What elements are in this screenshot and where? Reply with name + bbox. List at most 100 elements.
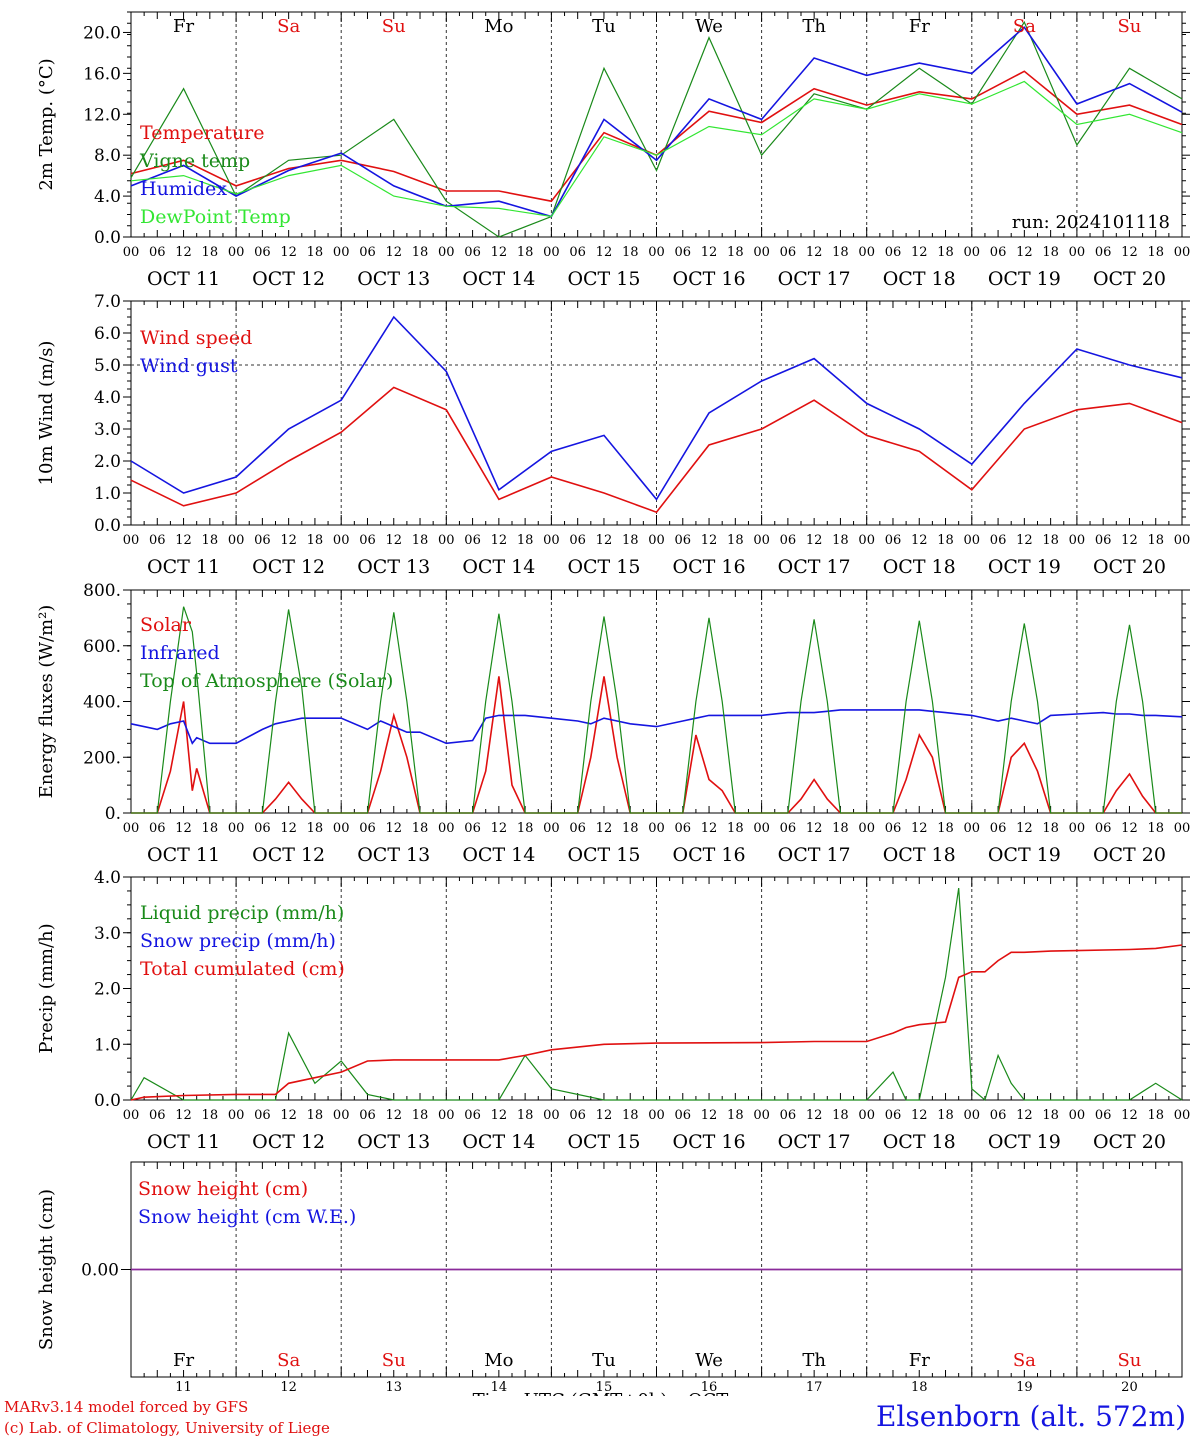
date-label: OCT 18: [883, 1131, 956, 1153]
day-number: 19: [1016, 1380, 1033, 1395]
hour-tick-label: 18: [202, 1108, 219, 1123]
hour-tick-label: 12: [806, 533, 823, 548]
hour-tick-label: 18: [622, 533, 639, 548]
panel-4: 0.0 1.0 2.0 3.0 4.0 Precip (mm/h) Liquid preci…: [36, 868, 1190, 1153]
date-label: OCT 11: [147, 1131, 220, 1153]
y-tick-label: 2.0: [94, 452, 121, 472]
hour-tick-label: 06: [149, 821, 166, 836]
hour-tick-label: 06: [990, 1108, 1007, 1123]
legend-entry: Wind speed: [140, 327, 252, 349]
hour-tick-label: 00: [1069, 245, 1086, 260]
hour-tick-label: 12: [596, 245, 613, 260]
hour-tick-label: 00: [438, 533, 455, 548]
hour-tick-label: 06: [1095, 1108, 1112, 1123]
day-name: Sa: [1013, 1350, 1036, 1371]
series-line-red: [130, 944, 1183, 1101]
hour-tick-label: 06: [885, 533, 902, 548]
hour-tick-label: 18: [937, 533, 954, 548]
date-label: OCT 18: [883, 556, 956, 578]
meteogram: 0.0 4.0 8.0 12.0 16.0 20.0 2m Temp. (°C) Temper…: [36, 11, 1191, 1396]
hour-tick-label: 18: [937, 1108, 954, 1123]
hour-tick-label: 00: [123, 1108, 140, 1123]
hour-tick-label: 12: [1121, 245, 1138, 260]
hour-tick-label: 12: [806, 1108, 823, 1123]
x-axis-title: Time UTC (GMT+0h): [473, 1390, 668, 1396]
legend-entry: Top of Atmosphere (Solar): [140, 670, 393, 692]
hour-tick-label: 06: [569, 533, 586, 548]
hour-tick-label: 00: [333, 1108, 350, 1123]
hour-tick-label: 12: [385, 1108, 402, 1123]
date-label: OCT 19: [988, 844, 1061, 866]
hour-tick-label: 12: [175, 245, 192, 260]
y-tick-label: 6.0: [94, 324, 121, 344]
hour-tick-label: 06: [780, 245, 797, 260]
y-tick-label: 0.0: [94, 1091, 121, 1111]
legend-entry: DewPoint Temp: [140, 206, 291, 228]
day-name: Tu: [592, 1350, 616, 1371]
hour-tick-label: 12: [701, 533, 718, 548]
hour-tick-label: 00: [1174, 533, 1191, 548]
hour-tick-label: 06: [464, 1108, 481, 1123]
hour-tick-label: 12: [1016, 821, 1033, 836]
hour-tick-label: 00: [753, 245, 770, 260]
hour-tick-label: 06: [254, 1108, 271, 1123]
hour-tick-label: 18: [412, 533, 429, 548]
date-label: OCT 12: [252, 844, 325, 866]
hour-tick-label: 18: [202, 245, 219, 260]
hour-tick-label: 06: [885, 245, 902, 260]
date-label: OCT 12: [252, 1131, 325, 1153]
hour-tick-label: 18: [202, 821, 219, 836]
day-name: Mo: [484, 1350, 513, 1371]
y-tick-label: 20.0: [83, 23, 121, 43]
date-label: OCT 18: [883, 268, 956, 290]
date-label: OCT 13: [357, 556, 430, 578]
panel-5: 0.00 Snow height (cm) Snow height (cm) Snow…: [36, 1161, 1183, 1396]
hour-tick-label: 18: [412, 245, 429, 260]
y-axis-title: Snow height (cm): [36, 1189, 57, 1350]
y-axis-title: Precip (mm/h): [36, 923, 57, 1053]
hour-tick-label: 12: [1016, 533, 1033, 548]
panel-3: 0. 200. 400. 600. 800. Energy fluxes (W/m²) So…: [36, 581, 1190, 866]
date-label: OCT 17: [778, 844, 851, 866]
hour-tick-label: 12: [1121, 533, 1138, 548]
hour-tick-label: 00: [1174, 245, 1191, 260]
hour-tick-label: 06: [675, 533, 692, 548]
date-label: OCT 13: [357, 268, 430, 290]
hour-tick-label: 00: [1174, 821, 1191, 836]
y-tick-label: 0.0: [94, 228, 121, 248]
hour-tick-label: 18: [622, 245, 639, 260]
hour-tick-label: 00: [858, 1108, 875, 1123]
hour-tick-label: 12: [806, 245, 823, 260]
panel-1: 0.0 4.0 8.0 12.0 16.0 20.0 2m Temp. (°C) Temper…: [36, 11, 1191, 290]
hour-tick-label: 18: [832, 821, 849, 836]
day-name: Su: [382, 16, 406, 37]
hour-tick-label: 12: [385, 821, 402, 836]
day-number: 17: [806, 1380, 823, 1395]
y-tick-label: 400.: [83, 693, 121, 713]
hour-tick-label: 06: [464, 245, 481, 260]
hour-tick-label: 06: [569, 821, 586, 836]
day-name: Fr: [909, 16, 930, 37]
date-label: OCT 15: [567, 844, 640, 866]
hour-tick-label: 12: [385, 533, 402, 548]
series-line-red: [130, 386, 1183, 514]
y-tick-label: 3.0: [94, 924, 121, 944]
date-label: OCT 19: [988, 1131, 1061, 1153]
hour-tick-label: 00: [858, 821, 875, 836]
hour-tick-label: 00: [543, 821, 560, 836]
hour-tick-label: 18: [622, 821, 639, 836]
legend-entry: Total cumulated (cm): [140, 958, 345, 980]
hour-tick-label: 06: [359, 821, 376, 836]
hour-tick-label: 06: [675, 245, 692, 260]
day-name: Sa: [1013, 16, 1036, 37]
day-number: 16: [701, 1380, 718, 1395]
hour-tick-label: 12: [280, 245, 297, 260]
day-name: Sa: [277, 16, 300, 37]
hour-tick-label: 12: [175, 1108, 192, 1123]
day-name: Su: [1117, 16, 1141, 37]
hour-tick-label: 06: [359, 245, 376, 260]
date-label: OCT 16: [673, 1131, 746, 1153]
day-number: 20: [1121, 1380, 1138, 1395]
date-label: OCT 11: [147, 556, 220, 578]
hour-tick-label: 06: [675, 1108, 692, 1123]
